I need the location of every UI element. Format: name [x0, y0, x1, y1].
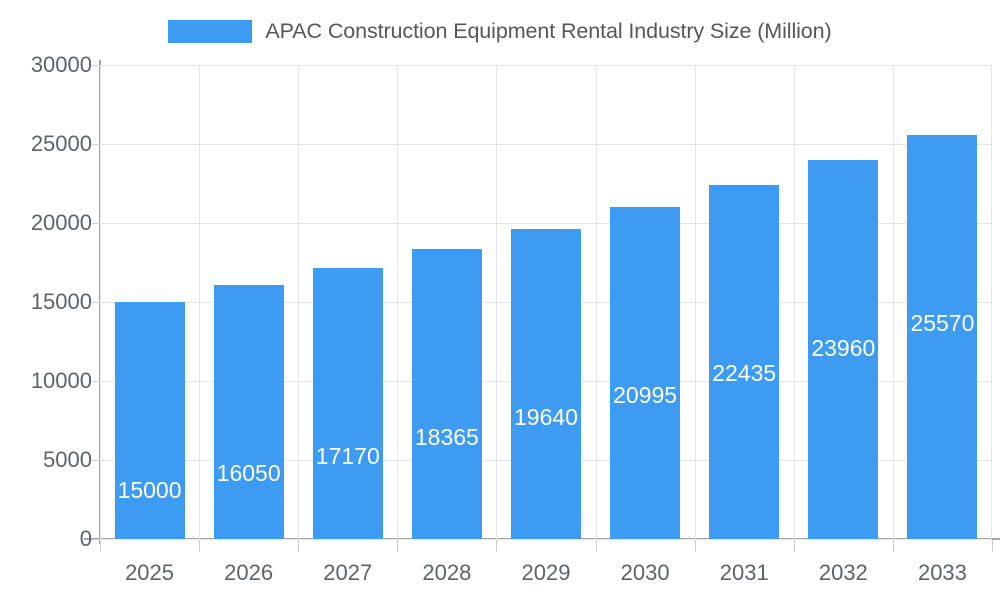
x-axis-tick-mark: [992, 540, 993, 552]
y-axis-tick-mark: [92, 302, 100, 303]
x-axis-tick-mark: [100, 540, 101, 552]
x-axis-tick-mark: [496, 540, 497, 552]
x-axis-tick-mark: [794, 540, 795, 552]
y-axis: 0 5000 10000 15000 20000 25000 30000: [0, 0, 100, 600]
gridline-vertical: [695, 65, 696, 539]
bar[interactable]: [610, 207, 681, 539]
gridline-horizontal: [100, 144, 992, 145]
bar[interactable]: [709, 184, 780, 539]
y-axis-tick-label: 0: [79, 526, 92, 551]
x-axis-tick-label: 2031: [719, 560, 769, 585]
bar[interactable]: [411, 248, 482, 539]
y-axis-tick-label: 30000: [30, 52, 92, 77]
y-axis-tick-mark: [92, 65, 100, 66]
x-axis-tick-label: 2026: [224, 560, 274, 585]
x-axis-tick-label: 2032: [818, 560, 868, 585]
x-axis-tick-label: 2030: [620, 560, 670, 585]
gridline-horizontal: [100, 65, 992, 66]
chart-legend: APAC Construction Equipment Rental Indus…: [0, 12, 1000, 50]
y-axis-tick-mark: [92, 381, 100, 382]
gridline-vertical: [991, 65, 992, 539]
x-axis-tick-label: 2028: [422, 560, 472, 585]
x-axis-tick-mark: [298, 540, 299, 552]
y-axis-tick-mark: [92, 460, 100, 461]
gridline-vertical: [199, 65, 200, 539]
gridline-horizontal: [100, 223, 992, 224]
gridline-vertical: [397, 65, 398, 539]
y-axis-tick-label: 20000: [30, 210, 92, 235]
gridline-vertical: [100, 65, 101, 539]
y-axis-tick-mark: [92, 539, 100, 540]
x-axis-tick-mark: [695, 540, 696, 552]
y-axis-tick-label: 5000: [43, 447, 92, 472]
y-axis-tick-label: 25000: [30, 131, 92, 156]
y-axis-tick-mark: [92, 144, 100, 145]
bar[interactable]: [907, 135, 978, 539]
bar[interactable]: [213, 285, 284, 539]
legend-swatch-icon: [168, 19, 253, 43]
gridline-vertical: [298, 65, 299, 539]
legend-item-label: APAC Construction Equipment Rental Indus…: [265, 18, 832, 43]
gridline-horizontal: [100, 539, 992, 540]
x-axis-tick-mark: [596, 540, 597, 552]
y-axis-tick-label: 15000: [30, 289, 92, 314]
plot-area: 15000 16050 17170 18365 19640 20995 22435 23960…: [100, 65, 992, 540]
x-axis-tick-label: 2025: [125, 560, 175, 585]
bar[interactable]: [808, 160, 879, 539]
bar[interactable]: [114, 302, 185, 539]
x-axis-tick-label: 2033: [917, 560, 967, 585]
x-axis-tick-mark: [893, 540, 894, 552]
bar[interactable]: [312, 267, 383, 539]
x-axis-tick-label: 2029: [521, 560, 571, 585]
gridline-vertical: [596, 65, 597, 539]
x-axis-tick-mark: [397, 540, 398, 552]
y-axis-tick-mark: [92, 223, 100, 224]
gridline-vertical: [794, 65, 795, 539]
gridline-vertical: [496, 65, 497, 539]
x-axis-tick-label: 2027: [323, 560, 373, 585]
gridline-vertical: [893, 65, 894, 539]
y-axis-tick-label: 10000: [30, 368, 92, 393]
x-axis-tick-mark: [199, 540, 200, 552]
bar[interactable]: [511, 228, 581, 539]
legend-item-apac-series[interactable]: APAC Construction Equipment Rental Indus…: [168, 18, 832, 44]
